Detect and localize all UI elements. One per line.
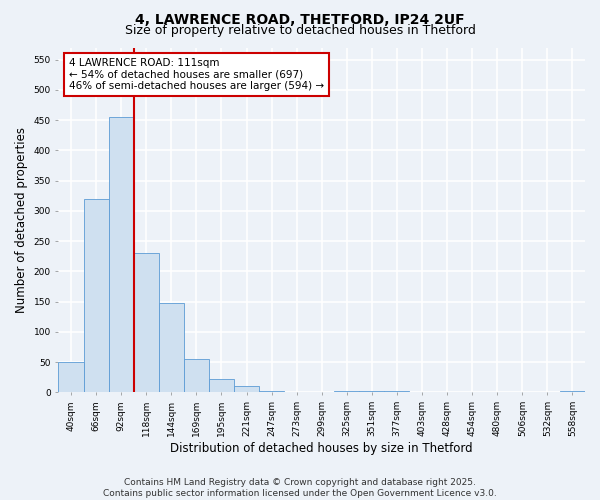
Text: Size of property relative to detached houses in Thetford: Size of property relative to detached ho… bbox=[125, 24, 475, 37]
Bar bbox=[560, 391, 585, 392]
Y-axis label: Number of detached properties: Number of detached properties bbox=[15, 127, 28, 313]
Bar bbox=[159, 303, 184, 392]
Bar bbox=[385, 391, 409, 392]
Bar bbox=[359, 391, 385, 392]
X-axis label: Distribution of detached houses by size in Thetford: Distribution of detached houses by size … bbox=[170, 442, 473, 455]
Bar bbox=[184, 359, 209, 392]
Bar bbox=[109, 117, 134, 392]
Bar bbox=[334, 391, 359, 392]
Bar bbox=[209, 379, 234, 392]
Bar bbox=[83, 199, 109, 392]
Bar bbox=[259, 390, 284, 392]
Bar bbox=[58, 362, 83, 392]
Text: 4 LAWRENCE ROAD: 111sqm
← 54% of detached houses are smaller (697)
46% of semi-d: 4 LAWRENCE ROAD: 111sqm ← 54% of detache… bbox=[69, 58, 324, 91]
Text: 4, LAWRENCE ROAD, THETFORD, IP24 2UF: 4, LAWRENCE ROAD, THETFORD, IP24 2UF bbox=[135, 12, 465, 26]
Bar bbox=[234, 386, 259, 392]
Text: Contains HM Land Registry data © Crown copyright and database right 2025.
Contai: Contains HM Land Registry data © Crown c… bbox=[103, 478, 497, 498]
Bar bbox=[134, 253, 159, 392]
